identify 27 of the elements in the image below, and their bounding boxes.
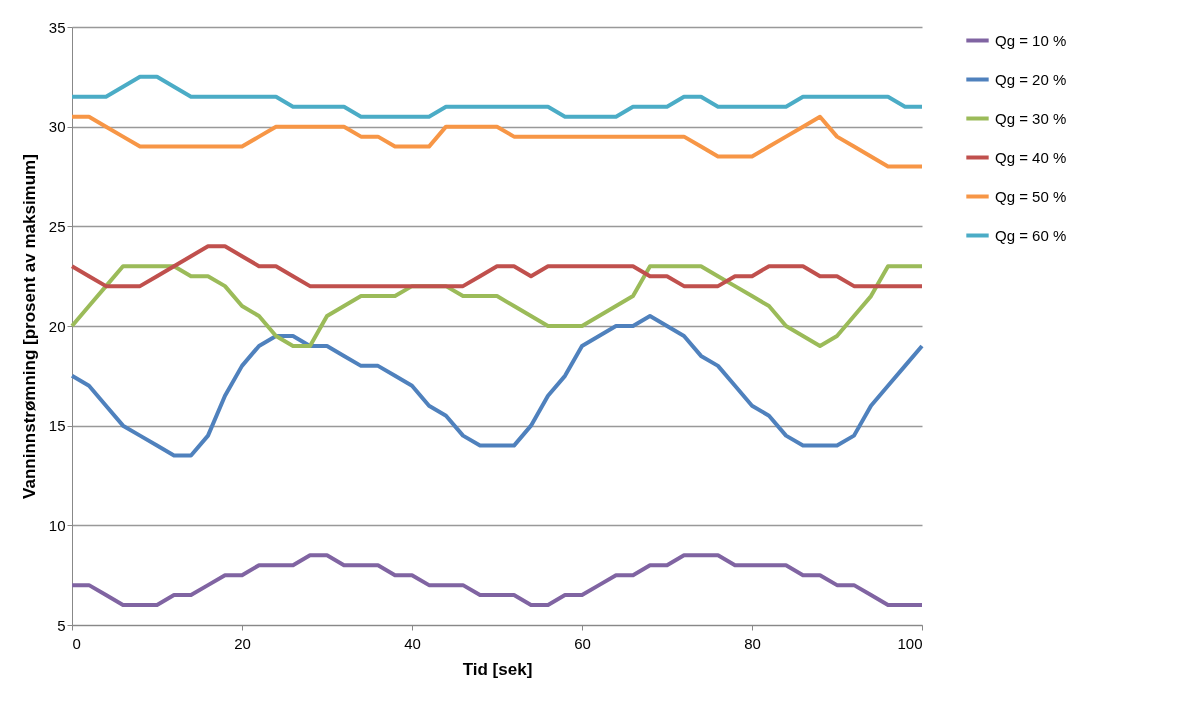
x-tick-label: 20 — [234, 634, 251, 652]
legend-label: Qg = 10 % — [995, 31, 1067, 49]
y-tick-label: 20 — [48, 317, 66, 335]
y-tick-label: 10 — [48, 516, 66, 534]
line-series — [70, 264, 924, 348]
legend-label: Qg = 50 % — [995, 187, 1067, 205]
line-series — [70, 314, 924, 458]
legend-label: Qg = 60 % — [995, 226, 1067, 244]
x-tick-label: 100 — [897, 634, 923, 652]
y-tick-label: 5 — [57, 616, 66, 634]
x-tick-label: 80 — [744, 634, 761, 652]
legend-label: Qg = 40 % — [995, 148, 1067, 166]
x-tick-label: 0 — [72, 634, 81, 652]
legend-label: Qg = 30 % — [995, 109, 1067, 127]
legend-label: Qg = 20 % — [995, 70, 1067, 88]
y-axis-title: Vanninnstrømning [prosent av maksimum] — [19, 154, 39, 499]
y-tick-label: 25 — [48, 217, 66, 235]
y-tick-label: 35 — [48, 18, 66, 36]
line-series — [70, 244, 924, 289]
y-tick-label: 15 — [48, 417, 66, 435]
x-axis-title: Tid [sek] — [462, 659, 533, 679]
line-series — [70, 553, 924, 608]
x-tick-label: 60 — [574, 634, 591, 652]
y-tick-label: 30 — [48, 118, 66, 136]
x-tick-label: 40 — [404, 634, 421, 652]
line-series — [70, 114, 924, 169]
line-series — [70, 74, 924, 119]
